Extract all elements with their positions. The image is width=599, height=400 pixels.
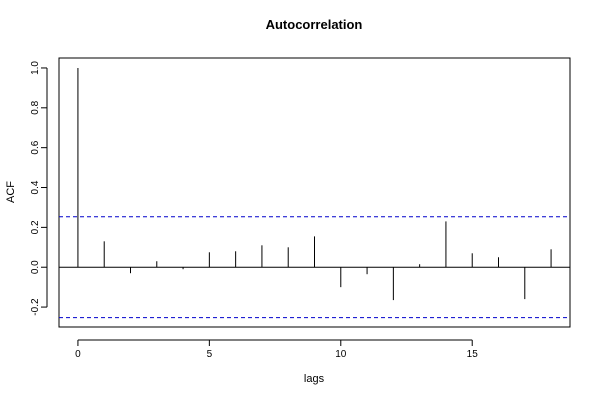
y-tick-label: 0.8 xyxy=(30,100,41,114)
x-tick-label: 15 xyxy=(467,349,479,360)
x-tick-label: 5 xyxy=(207,349,213,360)
x-tick-label: 0 xyxy=(75,349,81,360)
y-axis: -0.2 0.0 0.2 0.4 0.6 0.8 1.0 xyxy=(30,61,48,316)
y-tick-label: 0.4 xyxy=(30,180,41,194)
y-tick-label: -0.2 xyxy=(30,298,41,316)
plot-layer xyxy=(59,67,570,319)
y-axis-label: ACF xyxy=(5,181,17,203)
y-tick-label: 0.0 xyxy=(30,260,41,274)
y-tick-label: 1.0 xyxy=(30,61,41,75)
x-axis-label: lags xyxy=(304,373,325,385)
x-axis: 0 5 10 15 xyxy=(75,339,479,360)
chart-title: Autocorrelation xyxy=(266,17,363,32)
y-tick-label: 0.6 xyxy=(30,140,41,154)
plot-frame xyxy=(58,57,571,328)
x-tick-label: 10 xyxy=(335,349,347,360)
y-tick-label: 0.2 xyxy=(30,220,41,234)
